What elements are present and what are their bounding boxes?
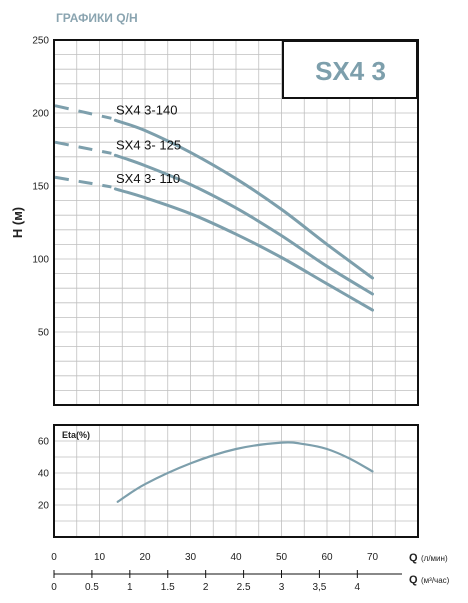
efficiency-y-tick-label: 20 [38,501,50,512]
head-axis-label: H (м) [10,207,25,238]
head-series: SX4 3- 125 [54,137,374,296]
model-box: SX4 3 [282,40,418,99]
x-secondary-unit: (м³/час) [421,576,450,585]
x-primary-unit: (л/мин) [421,554,448,563]
head-y-tick-label: 250 [32,36,49,47]
efficiency-y-tick-labels: 20 40 60 [38,437,50,512]
head-chart-frame [53,39,419,406]
x-secondary-tick-label: 4 [355,582,361,593]
x-primary-tick-label: 50 [276,552,288,563]
head-curve-extension [54,140,112,155]
head-y-tick-label: 150 [32,182,49,193]
head-curve [113,118,374,280]
efficiency-curve-group [116,441,374,503]
series-label: SX4 3- 110 [116,171,180,186]
x-secondary-tick-label: 3,5 [312,582,326,593]
x-primary-tick-label: 0 [51,552,57,563]
x-primary-tick-label: 30 [185,552,197,563]
head-y-tick-label: 50 [38,328,50,339]
head-series: SX4 3-140 [54,102,374,280]
efficiency-y-tick-label: 60 [38,437,50,448]
x-primary-tick-label: 10 [94,552,106,563]
head-series: SX4 3- 110 [54,171,374,312]
x-primary-tick-labels: 0 10 20 30 40 50 60 70 [51,552,378,563]
head-curve-extension [54,175,112,189]
x-secondary-label: Q [409,574,418,586]
head-y-tick-label: 100 [32,255,49,266]
x-primary-tick-label: 60 [321,552,333,563]
model-box-frame [282,40,418,99]
head-curves: SX4 3-140 SX4 3- 125 SX4 3- 110 [54,102,374,312]
x-primary-tick-label: 40 [230,552,242,563]
head-y-tick-label: 200 [32,109,49,120]
x-axis-primary: 0 10 20 30 40 50 60 70 Q (л/мин) [51,552,448,564]
head-curve [113,153,374,296]
x-secondary-tick-label: 0 [51,582,57,593]
x-secondary-tick-label: 1 [127,582,133,593]
efficiency-curve [116,441,374,503]
x-primary-tick-label: 20 [139,552,151,563]
head-y-tick-labels: 50 100 150 200 250 [32,36,49,339]
x-primary-label: Q [409,552,418,564]
x-secondary-tick-label: 1.5 [161,582,175,593]
model-label: SX4 3 [315,56,386,86]
efficiency-chart-frame [53,424,419,538]
x-secondary-tick-label: 2.5 [237,582,251,593]
x-secondary-ticks: 0 0.5 1 1.5 2 2.5 3 3,5 4 [51,570,361,593]
efficiency-chart-grid [54,425,418,537]
series-label: SX4 3- 125 [116,137,181,152]
head-curve [113,187,374,312]
x-secondary-tick-label: 0.5 [85,582,99,593]
head-curve-extension [54,104,112,120]
efficiency-y-tick-label: 40 [38,469,50,480]
x-secondary-tick-label: 3 [279,582,285,593]
series-label: SX4 3-140 [116,102,177,117]
x-secondary-tick-label: 2 [203,582,209,593]
header-title: ГРАФИКИ Q/H [56,11,138,25]
x-primary-tick-label: 70 [367,552,379,563]
efficiency-axis-label: Eta(%) [62,430,90,440]
x-axis-secondary: 0 0.5 1 1.5 2 2.5 3 3,5 4 Q (м³/час) [51,570,450,593]
efficiency-chart-panel: 20 40 60 Eta(%) [38,424,419,538]
